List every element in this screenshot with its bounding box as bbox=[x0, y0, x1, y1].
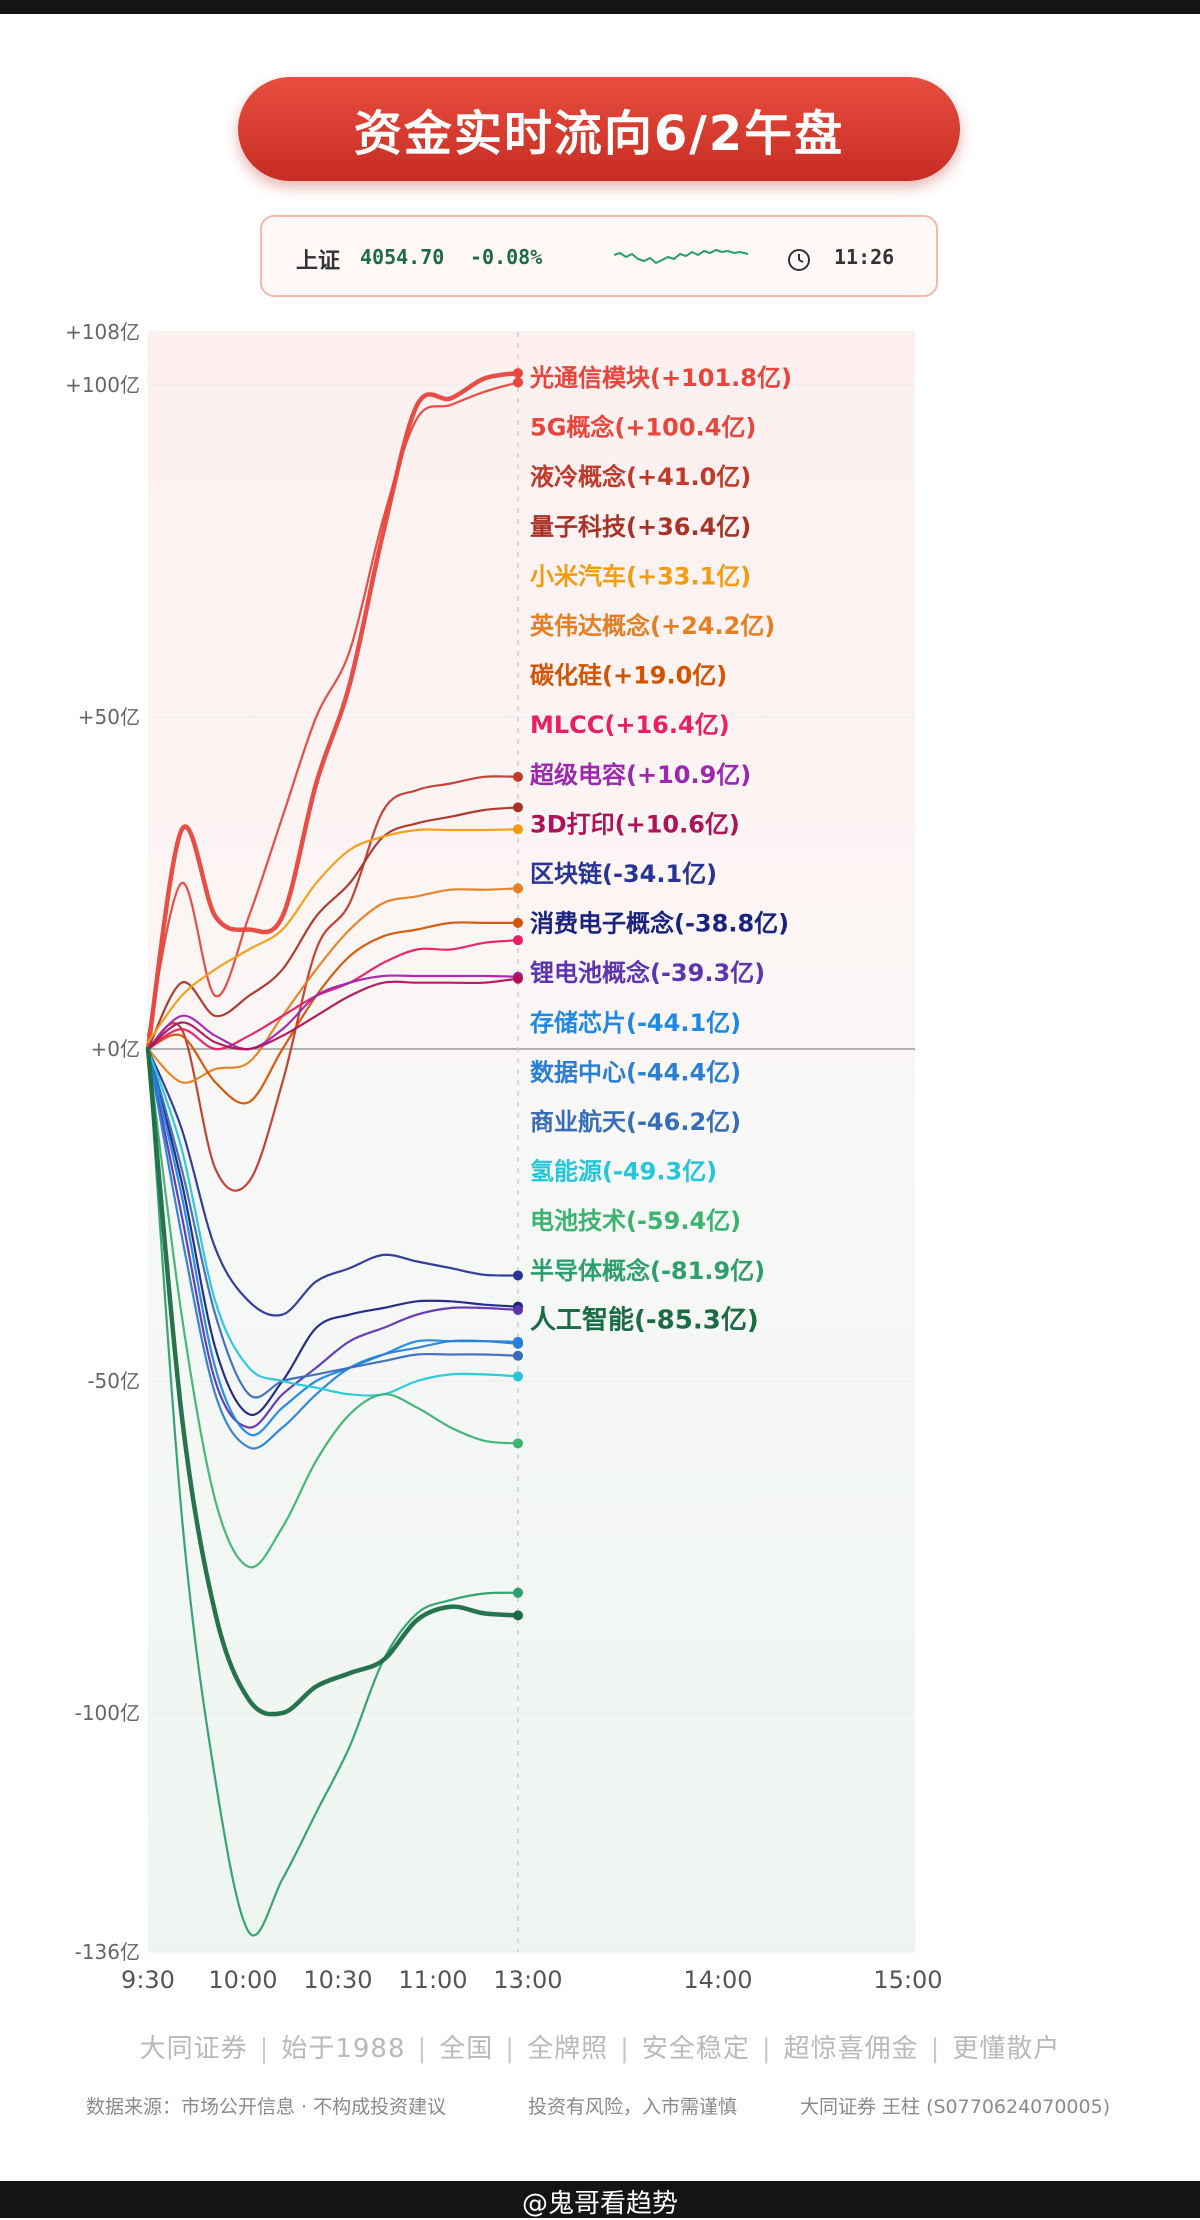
series-label: 光通信模块(+101.8亿) bbox=[529, 364, 792, 392]
series-label: 小米汽车(+33.1亿) bbox=[530, 562, 751, 590]
series-end-point bbox=[513, 973, 523, 984]
x-tick-label: 11:00 bbox=[398, 1966, 467, 1994]
series-label: 电池技术(-59.4亿) bbox=[530, 1207, 741, 1235]
index-value: 4054.70 bbox=[360, 245, 445, 269]
series-end-point bbox=[513, 771, 523, 782]
series-label: 5G概念(+100.4亿) bbox=[530, 414, 756, 442]
data-source-note: 数据来源：市场公开信息 · 不构成投资建议 bbox=[86, 2096, 447, 2118]
series-label: 数据中心(-44.4亿) bbox=[530, 1058, 741, 1086]
series-line bbox=[146, 806, 520, 1051]
series-label: 氢能源(-49.3亿) bbox=[530, 1158, 717, 1186]
series-line bbox=[146, 939, 520, 1051]
series-end-point bbox=[513, 802, 523, 813]
series-end-point bbox=[513, 1338, 523, 1349]
series-end-point bbox=[513, 1371, 523, 1382]
footer-tag: 大同证券 bbox=[139, 2034, 248, 2064]
series-end-point bbox=[513, 1610, 523, 1621]
footer-tag: 安全稳定 bbox=[641, 2034, 750, 2064]
clock-icon bbox=[788, 249, 810, 271]
y-tick-label: -136亿 bbox=[75, 1940, 140, 1964]
broker-info: 大同证券 王柱 (S0770624070005) bbox=[800, 2096, 1111, 2118]
series-label: 量子科技(+36.4亿) bbox=[530, 513, 751, 541]
series-end-point bbox=[513, 824, 523, 835]
series-line bbox=[146, 1047, 520, 1450]
series-end-point bbox=[513, 917, 523, 928]
x-tick-label: 13:00 bbox=[493, 1966, 562, 1994]
series-label: 3D打印(+10.6亿) bbox=[530, 810, 740, 838]
series-label: 英伟达概念(+24.2亿) bbox=[530, 612, 775, 640]
series-line bbox=[145, 1046, 521, 1717]
y-tick-label: +50亿 bbox=[78, 705, 140, 729]
page-title: 资金实时流向6/2午盘 bbox=[238, 77, 960, 181]
plot-background bbox=[148, 332, 915, 1952]
series-label: 碳化硅(+19.0亿) bbox=[530, 662, 727, 690]
footer-tag: 全牌照 bbox=[527, 2034, 609, 2064]
series-label: 超级电容(+10.9亿) bbox=[530, 761, 751, 789]
series-line bbox=[145, 370, 521, 1052]
index-change: -0.08% bbox=[470, 245, 543, 269]
series-line bbox=[146, 1047, 520, 1569]
series-label: 存储芯片(-44.1亿) bbox=[530, 1009, 741, 1037]
series-line bbox=[146, 1047, 520, 1399]
series-line bbox=[146, 828, 520, 1044]
x-tick-label: 14:00 bbox=[683, 1966, 752, 1994]
series-label: 液冷概念(+41.0亿) bbox=[530, 463, 751, 491]
y-tick-label: +108亿 bbox=[65, 320, 140, 344]
top-black-bar bbox=[0, 0, 1200, 14]
series-end-point bbox=[513, 935, 523, 946]
sparkline-icon bbox=[614, 248, 749, 265]
x-tick-label: 10:00 bbox=[208, 1966, 277, 1994]
y-tick-label: -50亿 bbox=[87, 1369, 140, 1393]
series-end-point bbox=[513, 1304, 523, 1315]
series-label: 半导体概念(-81.9亿) bbox=[530, 1257, 765, 1285]
series-label: 人工智能(-85.3亿) bbox=[530, 1304, 759, 1335]
x-tick-label: 15:00 bbox=[873, 1966, 942, 1994]
bottom-black-bar bbox=[0, 2181, 1200, 2218]
series-line bbox=[146, 381, 520, 1037]
series-label: 商业航天(-46.2亿) bbox=[530, 1108, 741, 1136]
footer-tag: 超惊喜佣金 bbox=[783, 2034, 919, 2064]
series-label: MLCC(+16.4亿) bbox=[530, 711, 730, 739]
y-tick-label: +0亿 bbox=[91, 1037, 140, 1061]
series-line bbox=[146, 1047, 520, 1397]
series-end-point bbox=[513, 883, 523, 894]
watermark: @鬼哥看趋势 bbox=[521, 2189, 678, 2219]
series-line bbox=[146, 974, 520, 1051]
footer-tags: 大同证券 | 始于1988 | 全国 | 全牌照 | 安全稳定 | 超惊喜佣金 | 更懂散户 bbox=[139, 2034, 1061, 2064]
series-end-point bbox=[513, 1438, 523, 1449]
series-label: 锂电池概念(-39.3亿) bbox=[530, 959, 765, 987]
series-line bbox=[146, 977, 520, 1051]
series-line bbox=[146, 887, 520, 1084]
series-line bbox=[146, 1047, 520, 1429]
series-line bbox=[146, 1047, 520, 1417]
index-time: 11:26 bbox=[834, 245, 895, 269]
series-end-point bbox=[513, 377, 523, 388]
footer-tag: 全国 bbox=[439, 2034, 494, 2064]
index-ticker-card[interactable]: 上证 4054.70 -0.08% 11:26 bbox=[260, 215, 938, 297]
series-line bbox=[146, 1047, 520, 1317]
series-line bbox=[146, 1047, 520, 1937]
x-tick-label: 10:30 bbox=[303, 1966, 372, 1994]
series-end-point bbox=[513, 1587, 523, 1598]
risk-warning: 投资有风险，入市需谨慎 bbox=[528, 2096, 738, 2118]
series-end-point bbox=[513, 1270, 523, 1281]
footer-tag: 更懂散户 bbox=[952, 2034, 1061, 2064]
footer-tag: 始于1988 bbox=[281, 2034, 406, 2064]
y-tick-label: +100亿 bbox=[65, 373, 140, 397]
series-label: 区块链(-34.1亿) bbox=[530, 860, 717, 888]
series-end-point bbox=[513, 368, 523, 379]
y-tick-label: -100亿 bbox=[75, 1701, 140, 1725]
series-end-point bbox=[513, 1350, 523, 1361]
x-tick-label: 9:30 bbox=[121, 1966, 175, 1994]
series-line bbox=[146, 775, 520, 1192]
index-name: 上证 bbox=[296, 249, 341, 274]
series-line bbox=[146, 921, 520, 1105]
series-label: 消费电子概念(-38.8亿) bbox=[530, 910, 789, 938]
